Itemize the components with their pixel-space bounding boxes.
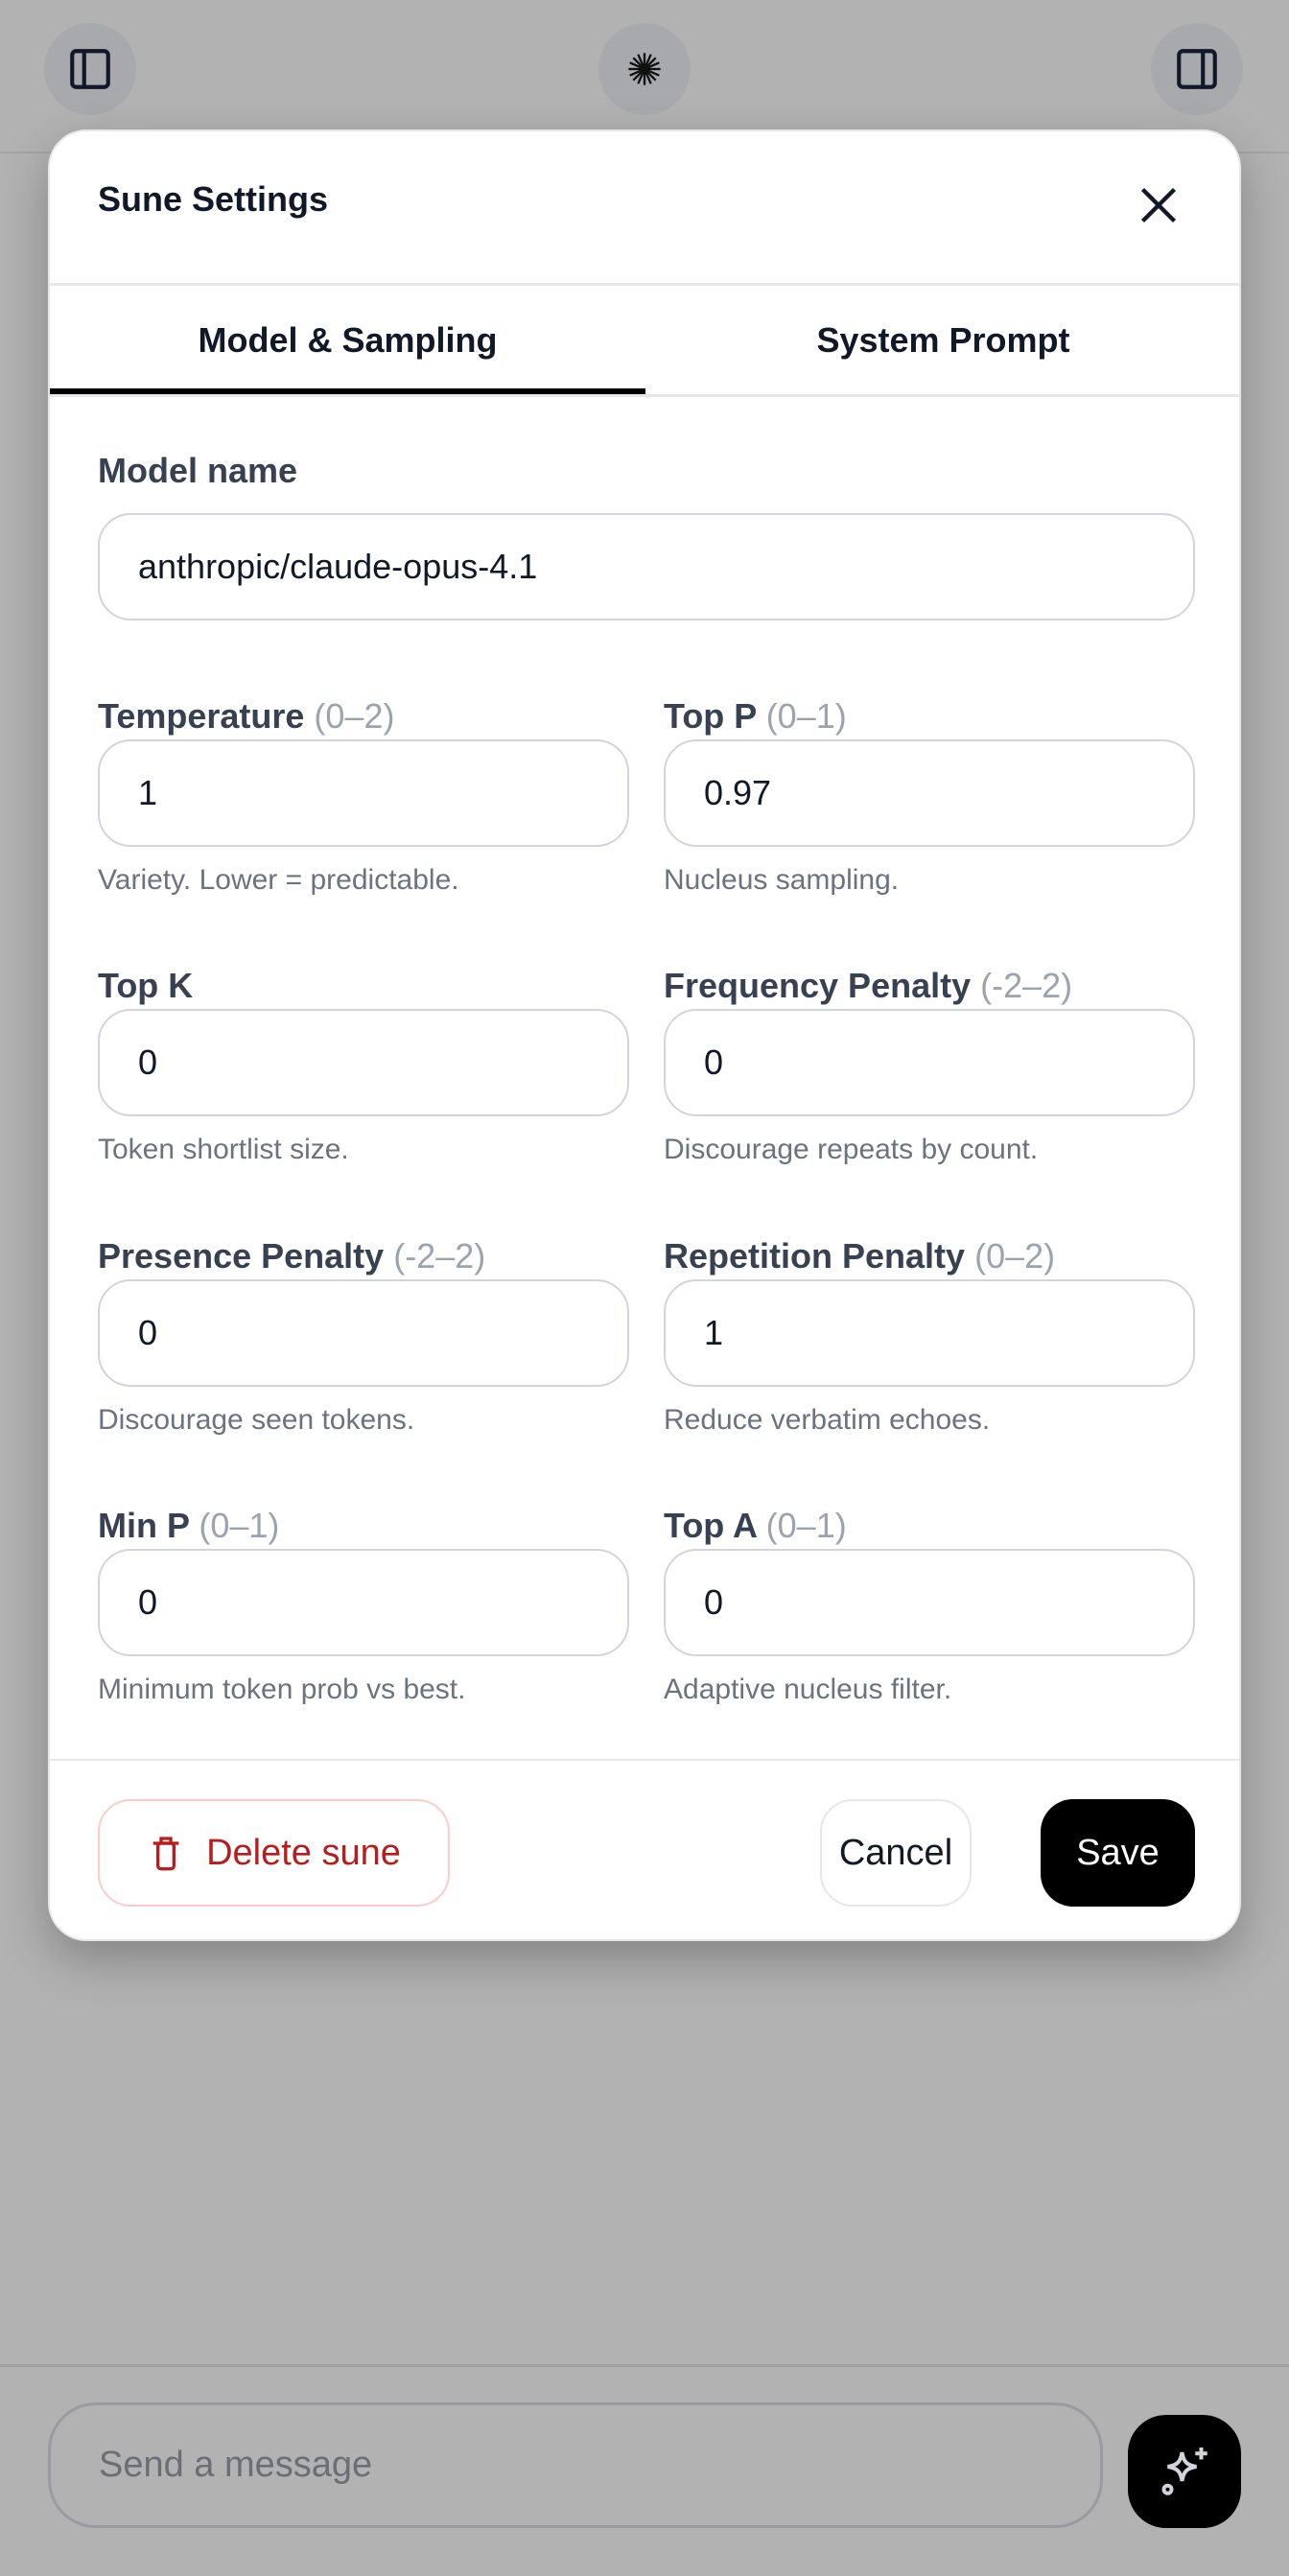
presence-penalty-input[interactable]: 0 (98, 1279, 629, 1387)
frequency-penalty-input[interactable]: 0 (664, 1009, 1195, 1116)
top-p-label: Top P (0–1) (664, 696, 847, 736)
min-p-range: (0–1) (199, 1506, 280, 1545)
divider (50, 394, 1239, 397)
frequency-penalty-label: Frequency Penalty (-2–2) (664, 966, 1073, 1005)
min-p-label: Min P (0–1) (98, 1506, 280, 1545)
toggle-left-sidebar-button[interactable] (44, 23, 136, 115)
modal-title: Sune Settings (98, 179, 329, 219)
temperature-help: Variety. Lower = predictable. (98, 864, 459, 896)
model-name-input[interactable]: anthropic/claude-opus-4.1 (98, 513, 1195, 621)
top-k-help: Token shortlist size. (98, 1134, 349, 1165)
repetition-penalty-label: Repetition Penalty (0–2) (664, 1236, 1056, 1276)
top-a-range: (0–1) (765, 1506, 847, 1545)
top-p-help: Nucleus sampling. (664, 864, 900, 896)
top-bar (0, 0, 1289, 153)
top-a-input[interactable]: 0 (664, 1549, 1195, 1656)
presence-penalty-help: Discourage seen tokens. (98, 1404, 415, 1436)
top-a-help: Adaptive nucleus filter. (664, 1674, 952, 1705)
toggle-right-sidebar-button[interactable] (1151, 23, 1243, 115)
sidebar-left-icon (70, 49, 110, 89)
model-name-label: Model name (98, 451, 298, 490)
presence-penalty-label: Presence Penalty (-2–2) (98, 1236, 486, 1276)
tab-system-prompt[interactable]: System Prompt (816, 319, 1070, 360)
tab-model-sampling[interactable]: Model & Sampling (50, 285, 645, 395)
cancel-button[interactable]: Cancel (820, 1799, 972, 1907)
trash-icon (152, 1837, 179, 1871)
sidebar-right-icon (1177, 49, 1217, 89)
settings-modal: Sune Settings Model & Sampling System Pr… (48, 129, 1241, 1941)
delete-sune-button[interactable]: Delete sune (98, 1799, 450, 1907)
divider (50, 1759, 1239, 1761)
frequency-penalty-range: (-2–2) (980, 966, 1073, 1005)
temperature-label: Temperature (0–2) (98, 696, 395, 736)
divider (0, 2364, 1289, 2367)
starburst-icon (628, 53, 661, 85)
close-icon[interactable] (1137, 184, 1180, 226)
temperature-range: (0–2) (314, 696, 395, 736)
sparkle-button[interactable] (1128, 2415, 1241, 2528)
sparkles-icon (1161, 2447, 1207, 2495)
top-a-label: Top A (0–1) (664, 1506, 847, 1545)
top-k-input[interactable]: 0 (98, 1009, 629, 1116)
min-p-input[interactable]: 0 (98, 1549, 629, 1656)
temperature-input[interactable]: 1 (98, 739, 629, 847)
sune-logo-button[interactable] (598, 23, 691, 115)
top-k-label: Top K (98, 966, 194, 1005)
frequency-penalty-help: Discourage repeats by count. (664, 1134, 1039, 1165)
min-p-help: Minimum token prob vs best. (98, 1674, 466, 1705)
repetition-penalty-range: (0–2) (974, 1236, 1056, 1276)
repetition-penalty-help: Reduce verbatim echoes. (664, 1404, 991, 1436)
presence-penalty-range: (-2–2) (393, 1236, 486, 1276)
repetition-penalty-input[interactable]: 1 (664, 1279, 1195, 1387)
divider (50, 283, 1239, 286)
message-input[interactable]: Send a message (48, 2402, 1103, 2528)
delete-label: Delete sune (206, 1832, 401, 1873)
top-p-range: (0–1) (765, 696, 847, 736)
save-button[interactable]: Save (1041, 1799, 1195, 1907)
top-p-input[interactable]: 0.97 (664, 739, 1195, 847)
